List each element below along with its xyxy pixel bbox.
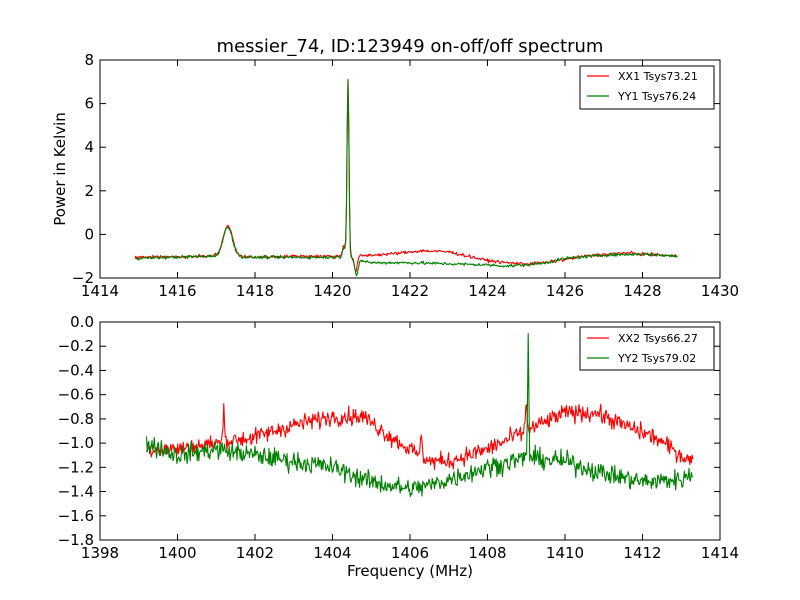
top-panel-ticks: 1414 1416 1418 1420 1422 1424 1426 1428 1430 −2 0 2… [72,51,739,300]
y-tick-label: 8 [84,51,94,69]
x-tick-label: 1414 [81,282,119,300]
bottom-panel-ticks: 1398 1400 1402 1404 1406 1408 1410 1412 1414 −1.8… [58,313,740,562]
series-line-yy2 [145,333,694,498]
y-tick-label: −0.2 [58,337,94,355]
x-tick-label: 1412 [623,544,661,562]
y-tick-label: −0.4 [58,361,94,379]
y-tick-label: −1.4 [58,483,94,501]
bottom-panel: 1398 1400 1402 1404 1406 1408 1410 1412 1414 −1.8… [58,313,740,580]
bottom-panel-legend: XX2 Tsys66.27 YY2 Tsys79.02 [579,326,715,371]
x-tick-label: 1402 [236,544,274,562]
series-line-yy1 [134,79,678,277]
y-tick-label: −1.0 [58,434,94,452]
x-tick-label: 1418 [236,282,274,300]
bottom-panel-series-group [145,333,694,498]
top-panel-y-axis-label: Power in Kelvin [51,112,69,226]
x-tick-label: 1410 [546,544,584,562]
x-tick-label: 1424 [468,282,506,300]
top-panel-legend-box [579,65,715,110]
y-tick-label: 6 [84,95,94,113]
x-tick-label: 1408 [468,544,506,562]
legend-label-yy2: YY2 Tsys79.02 [617,352,696,365]
bottom-panel-x-axis-label: Frequency (MHz) [347,562,473,580]
x-tick-label: 1406 [391,544,429,562]
x-tick-label: 1422 [391,282,429,300]
x-tick-label: 1426 [546,282,584,300]
x-tick-label: 1398 [81,544,119,562]
y-tick-label: 0.0 [70,313,94,331]
top-panel: messier_74, ID:123949 on-off/off spectru… [51,36,739,300]
y-tick-label: 4 [84,138,94,156]
y-tick-label: −0.8 [58,410,94,428]
top-panel-series-group [134,78,678,277]
x-tick-label: 1430 [701,282,739,300]
y-tick-label: 2 [84,182,94,200]
legend-label-xx1: XX1 Tsys73.21 [618,70,698,83]
y-tick-label: −1.2 [58,458,94,476]
y-tick-label: −1.6 [58,507,94,525]
x-tick-label: 1404 [313,544,351,562]
x-tick-label: 1414 [701,544,739,562]
y-tick-label: 0 [84,225,94,243]
legend-label-xx2: XX2 Tsys66.27 [618,332,698,345]
y-tick-label: −0.6 [58,386,94,404]
top-panel-legend: XX1 Tsys73.21 YY1 Tsys76.24 [579,65,715,110]
bottom-panel-legend-box [579,326,715,371]
x-tick-label: 1416 [158,282,196,300]
x-tick-label: 1428 [623,282,661,300]
legend-label-yy1: YY1 Tsys76.24 [617,90,696,103]
y-tick-label: −2 [72,269,94,287]
y-tick-label: −1.8 [58,531,94,549]
x-tick-label: 1400 [158,544,196,562]
x-tick-label: 1420 [313,282,351,300]
top-panel-title: messier_74, ID:123949 on-off/off spectru… [217,36,604,57]
